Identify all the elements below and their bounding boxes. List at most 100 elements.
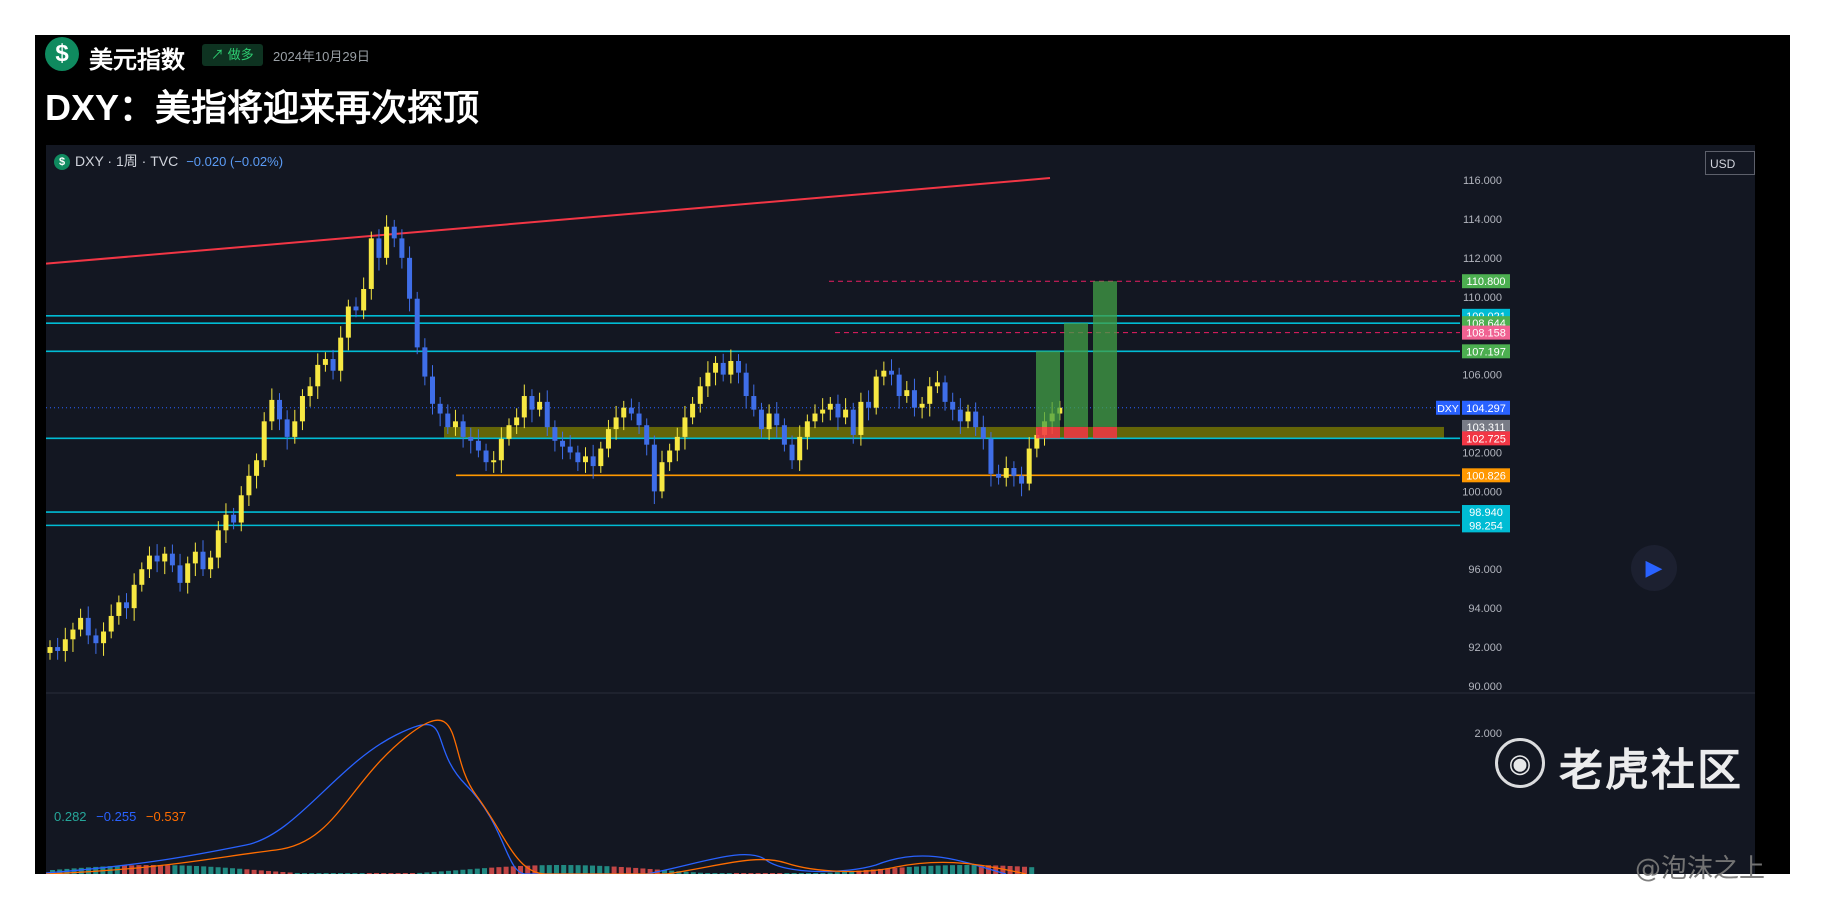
candle-body bbox=[590, 456, 596, 467]
macd-histogram-bar bbox=[698, 872, 703, 874]
macd-histogram-bar bbox=[914, 866, 919, 874]
symbol-tag: DXY bbox=[1437, 403, 1459, 415]
candle-body bbox=[896, 374, 902, 397]
macd-histogram-bar bbox=[417, 872, 423, 874]
symbol-name[interactable]: 美元指数 bbox=[89, 47, 185, 74]
macd-histogram-bar bbox=[287, 872, 293, 874]
macd-histogram-bar bbox=[294, 872, 300, 874]
macd-histogram-bar bbox=[978, 865, 984, 874]
candle-body bbox=[93, 635, 99, 644]
candle-body bbox=[766, 413, 772, 430]
candle-body bbox=[583, 456, 588, 463]
macd-histogram-bar bbox=[892, 867, 898, 874]
candle-body bbox=[1003, 468, 1009, 478]
macd-histogram-bar bbox=[806, 873, 811, 874]
candle-body bbox=[720, 362, 726, 375]
macd-value-2: −0.255 bbox=[96, 809, 137, 824]
macd-histogram-bar bbox=[222, 867, 228, 874]
macd-histogram-bar bbox=[762, 873, 768, 874]
candle-body bbox=[55, 647, 61, 651]
macd-histogram-bar bbox=[993, 865, 999, 874]
projection-stop-block bbox=[1093, 426, 1117, 439]
macd-histogram-bar bbox=[201, 866, 207, 874]
macd-histogram-bar bbox=[964, 865, 970, 874]
candle-body bbox=[934, 382, 940, 387]
macd-histogram-bar bbox=[899, 867, 905, 874]
arrow-up-right-icon: ↗ bbox=[211, 47, 225, 62]
candle-body bbox=[682, 417, 688, 437]
candle-body bbox=[919, 403, 925, 408]
y-tick-label: 112.000 bbox=[1463, 253, 1502, 265]
macd-histogram-bar bbox=[165, 865, 171, 874]
macd-histogram-bar bbox=[942, 865, 948, 874]
candle-body bbox=[307, 386, 313, 397]
play-icon[interactable]: ▶ bbox=[1631, 545, 1677, 591]
candle-body bbox=[1026, 448, 1032, 484]
currency-selector[interactable]: USD bbox=[1705, 151, 1755, 175]
macd-histogram-bar bbox=[230, 868, 235, 874]
candle-body bbox=[430, 376, 435, 404]
projection-bar bbox=[1036, 351, 1060, 427]
macd-histogram-bar bbox=[474, 868, 480, 874]
candle-body bbox=[345, 306, 351, 338]
macd-histogram-bar bbox=[374, 873, 379, 874]
candle-body bbox=[843, 409, 849, 418]
y-tick-label: 102.000 bbox=[1462, 447, 1502, 459]
candle-body bbox=[911, 390, 917, 408]
candle-body bbox=[628, 407, 634, 414]
macd-histogram-bar bbox=[928, 865, 934, 874]
candle-body bbox=[812, 413, 818, 422]
macd-histogram-bar bbox=[273, 871, 279, 874]
candle-body bbox=[169, 553, 175, 566]
macd-histogram-bar bbox=[431, 871, 437, 874]
macd-histogram-bar bbox=[1014, 866, 1020, 874]
candle-body bbox=[299, 396, 305, 422]
macd-histogram-bar bbox=[258, 870, 264, 874]
macd-histogram-bar bbox=[626, 867, 631, 874]
macd-histogram-bar bbox=[986, 865, 991, 874]
post-title: DXY：美指将迎来再次探顶 bbox=[45, 87, 480, 128]
dollar-logo-icon: $ bbox=[45, 37, 79, 71]
candle-body bbox=[697, 386, 703, 404]
macd-histogram-bar bbox=[381, 873, 387, 874]
projection-stop-block bbox=[1036, 426, 1060, 439]
candle-body bbox=[353, 306, 359, 311]
macd-histogram-bar bbox=[784, 873, 790, 874]
chart-legend: $ DXY · 1周 · TVC −0.020 (−0.02%) bbox=[54, 151, 283, 171]
candle-body bbox=[667, 450, 673, 463]
candle-body bbox=[866, 401, 872, 408]
macd-histogram-bar bbox=[906, 866, 912, 874]
price-label: 98.254 bbox=[1469, 520, 1503, 532]
candle-body bbox=[820, 409, 826, 414]
macd-histogram-bar bbox=[194, 866, 199, 874]
candle-body bbox=[804, 421, 810, 437]
macd-histogram-bar bbox=[791, 873, 797, 874]
candle-body bbox=[460, 421, 466, 437]
candle-body bbox=[200, 551, 206, 570]
macd-histogram-bar bbox=[640, 868, 646, 874]
macd-histogram-bar bbox=[849, 871, 855, 874]
macd-histogram-bar bbox=[885, 868, 891, 874]
macd-histogram-bar bbox=[179, 865, 185, 874]
symbol-tag-box bbox=[1436, 400, 1460, 415]
candle-body bbox=[422, 347, 428, 377]
macd-histogram-bar bbox=[1022, 866, 1027, 874]
macd-histogram-bar bbox=[662, 870, 667, 874]
candle-body bbox=[988, 438, 994, 474]
macd-histogram-bar bbox=[561, 865, 567, 874]
price-label-box bbox=[1462, 400, 1510, 415]
y-tick-label: 100.000 bbox=[1462, 486, 1502, 498]
support-zone bbox=[444, 426, 1444, 439]
macd-histogram-bar bbox=[1029, 867, 1035, 874]
projection-stop-block bbox=[1064, 426, 1088, 439]
candle-body bbox=[957, 409, 963, 422]
candle-body bbox=[185, 563, 191, 583]
candle-body bbox=[621, 407, 627, 418]
candle-body bbox=[613, 417, 619, 430]
macd-histogram-bar bbox=[770, 873, 775, 874]
price-label-box bbox=[1462, 431, 1510, 446]
price-chart[interactable]: 116.000 114.000 112.000 110.000 106.000 102.0… bbox=[46, 145, 1755, 874]
direction-badge: ↗ 做多 bbox=[202, 44, 263, 66]
macd-histogram-bar bbox=[136, 865, 142, 874]
candle-body bbox=[322, 359, 328, 365]
